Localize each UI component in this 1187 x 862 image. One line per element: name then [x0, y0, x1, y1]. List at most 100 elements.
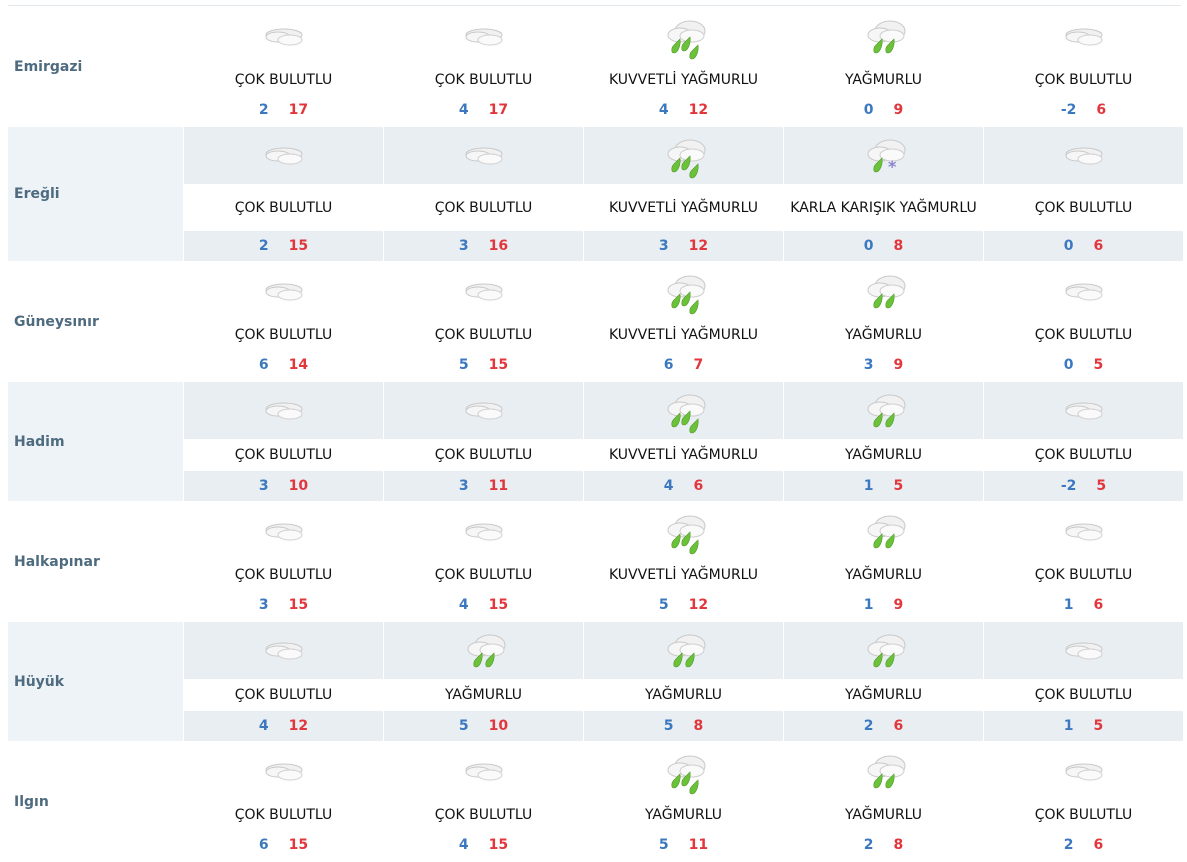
temperature-range: 4 17: [384, 95, 583, 125]
rain-icon: [784, 382, 983, 439]
max-temp: 14: [288, 357, 309, 373]
max-temp: 12: [688, 238, 709, 254]
max-temp: 8: [893, 238, 904, 254]
max-temp: 8: [893, 837, 904, 853]
temperature-range: 3 16: [384, 231, 583, 261]
max-temp: 5: [893, 478, 904, 494]
min-temp: 1: [1063, 718, 1074, 734]
cloudy-icon: [384, 263, 583, 320]
max-temp: 11: [688, 837, 709, 853]
city-name[interactable]: Güneysınır: [14, 313, 99, 330]
min-temp: 1: [1063, 597, 1074, 613]
city-name[interactable]: Ereğli: [8, 127, 183, 261]
temperature-range: 3 15: [184, 590, 383, 620]
max-temp: 10: [288, 478, 309, 494]
min-temp: 0: [863, 238, 874, 254]
weather-description: KARLA KARIŞIK YAĞMURLU: [784, 184, 983, 231]
temperature-range: 2 15: [184, 231, 383, 261]
max-temp: 12: [688, 102, 709, 118]
min-temp: 0: [863, 102, 874, 118]
min-temp: 4: [458, 102, 469, 118]
max-temp: 6: [1093, 597, 1104, 613]
max-temp: 6: [1093, 837, 1104, 853]
min-temp: 2: [258, 102, 269, 118]
weather-description: ÇOK BULUTLU: [1034, 807, 1133, 823]
weather-description: KUVVETLİ YAĞMURLU: [608, 567, 759, 583]
max-temp: 15: [288, 837, 309, 853]
weather-description: ÇOK BULUTLU: [434, 327, 533, 343]
min-temp: 5: [658, 837, 669, 853]
svg-text:*: *: [888, 157, 897, 176]
max-temp: 5: [1096, 478, 1107, 494]
cloudy-icon: [184, 622, 383, 679]
weather-description: ÇOK BULUTLU: [184, 184, 383, 231]
temperature-range: 5 11: [584, 830, 783, 860]
min-temp: 5: [663, 718, 674, 734]
weather-description: ÇOK BULUTLU: [234, 807, 333, 823]
city-name[interactable]: Ilgın: [14, 793, 49, 810]
min-temp: 0: [1063, 357, 1074, 373]
city-row: Hüyük ÇOK BULUTLU 4 12 YAĞMURLU 5 10 YAĞMURL…: [8, 622, 1183, 741]
max-temp: 6: [1093, 238, 1104, 254]
min-temp: 5: [458, 718, 469, 734]
max-temp: 6: [693, 478, 704, 494]
max-temp: 17: [288, 102, 309, 118]
weather-description: ÇOK BULUTLU: [1034, 72, 1133, 88]
max-temp: 12: [288, 718, 309, 734]
min-temp: -2: [1060, 102, 1077, 118]
weather-description: YAĞMURLU: [644, 807, 723, 823]
rain-icon: [784, 622, 983, 679]
cloudy-icon: [184, 382, 383, 439]
heavy-rain-icon: [584, 263, 783, 320]
city-name[interactable]: Halkapınar: [14, 553, 100, 570]
city-row: Güneysınır ÇOK BULUTLU 6 14 ÇOK BULUTLU 5 15…: [8, 263, 1182, 380]
cloudy-icon: [184, 743, 383, 800]
max-temp: 16: [488, 238, 509, 254]
weather-description: YAĞMURLU: [784, 679, 983, 711]
weather-description: YAĞMURLU: [844, 327, 923, 343]
temperature-range: 3 11: [384, 471, 583, 501]
cloudy-icon: [184, 127, 383, 184]
city-name[interactable]: Hüyük: [8, 622, 183, 741]
weather-description: ÇOK BULUTLU: [184, 679, 383, 711]
temperature-range: 6 14: [184, 350, 383, 380]
max-temp: 9: [893, 357, 904, 373]
max-temp: 9: [893, 597, 904, 613]
city-name[interactable]: Emirgazi: [14, 58, 83, 75]
weather-description: YAĞMURLU: [844, 567, 923, 583]
min-temp: 6: [258, 357, 269, 373]
cloudy-icon: [384, 743, 583, 800]
max-temp: 10: [488, 718, 509, 734]
max-temp: 15: [488, 837, 509, 853]
weather-description: KUVVETLİ YAĞMURLU: [584, 439, 783, 471]
heavy-rain-icon: [584, 382, 783, 439]
rain-icon: [784, 503, 983, 560]
min-temp: 2: [258, 238, 269, 254]
cloudy-icon: [984, 8, 1183, 65]
weather-description: ÇOK BULUTLU: [984, 184, 1183, 231]
min-temp: 2: [863, 837, 874, 853]
max-temp: 15: [288, 238, 309, 254]
min-temp: 4: [658, 102, 669, 118]
temperature-range: 5 15: [384, 350, 583, 380]
city-row: Emirgazi ÇOK BULUTLU 2 17 ÇOK BULUTLU 4 17 K…: [8, 8, 1182, 125]
min-temp: 2: [863, 718, 874, 734]
rain-icon: [784, 263, 983, 320]
cloudy-icon: [984, 382, 1183, 439]
min-temp: 3: [258, 597, 269, 613]
cloudy-icon: [384, 127, 583, 184]
city-name[interactable]: Hadim: [8, 382, 183, 501]
weather-description: KUVVETLİ YAĞMURLU: [608, 327, 759, 343]
heavy-rain-icon: [584, 8, 783, 65]
weather-description: YAĞMURLU: [844, 807, 923, 823]
max-temp: 15: [488, 357, 509, 373]
weather-description: KUVVETLİ YAĞMURLU: [584, 184, 783, 231]
temperature-range: 2 17: [184, 95, 383, 125]
